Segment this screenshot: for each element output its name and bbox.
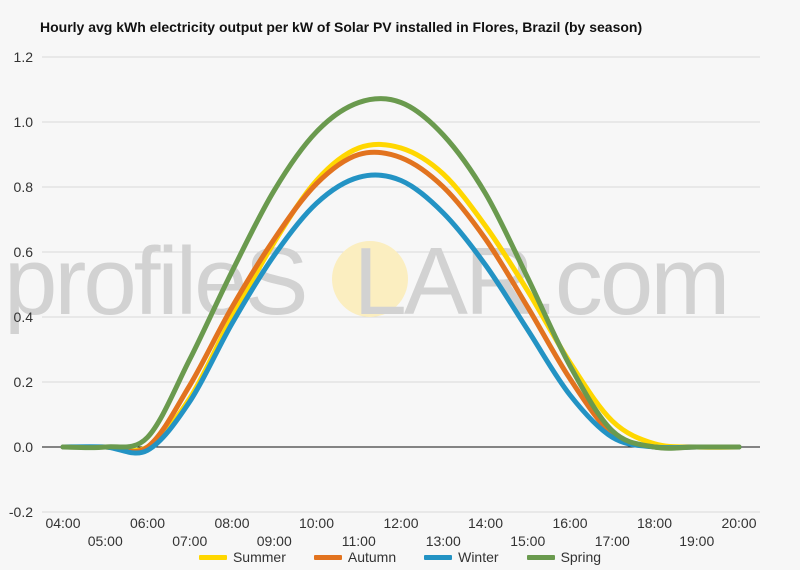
legend-label: Spring [560,549,602,565]
x-tick-label: 06:00 [130,515,165,531]
x-tick-label: 19:00 [679,533,714,549]
grid [42,56,760,513]
x-tick-label: 18:00 [637,515,672,531]
x-tick-label: 10:00 [299,515,334,531]
legend-item-autumn[interactable]: Autumn [313,549,397,565]
x-tick-label: 12:00 [383,515,418,531]
x-tick-label: 09:00 [257,533,292,549]
x-tick-label: 07:00 [172,533,207,549]
chart-title: Hourly avg kWh electricity output per kW… [40,19,643,35]
watermark-text: profileS LAR.com [4,228,727,335]
legend-item-summer[interactable]: Summer [198,549,286,565]
legend-swatch [424,554,453,560]
legend-item-spring[interactable]: Spring [526,549,602,565]
y-tick-label: 0.2 [14,374,34,390]
legend-swatch [198,554,227,560]
series-line-spring [60,96,742,451]
series-line-winter [60,172,742,456]
y-tick-label: -0.2 [9,504,33,520]
x-tick-label: 04:00 [45,515,80,531]
x-tick-label: 15:00 [510,533,545,549]
legend-swatch [526,554,555,560]
y-tick-label: 0.6 [14,244,34,260]
x-tick-label: 05:00 [88,533,123,549]
x-tick-label: 11:00 [342,533,376,549]
legend-label: Summer [232,549,286,565]
profilesolar-watermark: profileS LAR.com [4,228,730,335]
x-tick-label: 08:00 [214,515,249,531]
watermark-sun-icon [332,241,408,317]
y-tick-label: 0.4 [14,309,34,325]
legend-swatch [313,554,342,560]
legend-label: Winter [458,549,499,565]
legend-label: Autumn [347,549,397,565]
legend: Summer Autumn Winter Spring [0,549,800,565]
x-tick-label: 20:00 [721,515,756,531]
series [60,96,742,456]
x-tick-label: 16:00 [552,515,587,531]
x-tick-label: 13:00 [426,533,461,549]
y-tick-label: 1.2 [14,49,34,65]
x-tick-label: 14:00 [468,515,503,531]
y-tick-label: 0.8 [14,179,34,195]
x-tick-label: 17:00 [595,533,630,549]
y-tick-label: 1.0 [14,114,34,130]
y-tick-label: 0.0 [14,439,34,455]
legend-item-winter[interactable]: Winter [424,549,499,565]
